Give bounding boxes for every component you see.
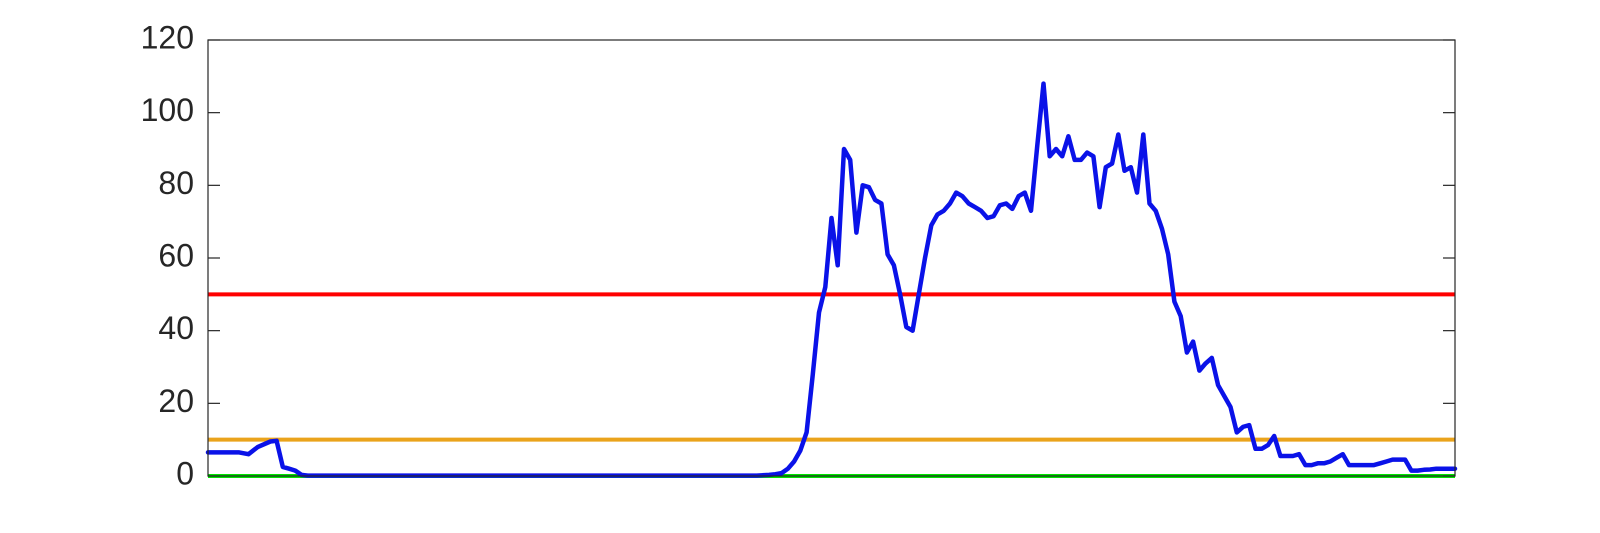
y-tick-label: 0 — [176, 455, 194, 491]
y-axis-tick-labels: 0 20 40 60 80 100 120 — [141, 19, 194, 491]
series-line-1 — [205, 81, 1458, 478]
series-layer — [205, 81, 1458, 478]
y-tick-label: 120 — [141, 19, 194, 55]
y-axis-ticks — [208, 39, 1455, 477]
y-tick-label: 60 — [158, 237, 194, 273]
plot-area — [208, 40, 1455, 476]
y-tick-label: 40 — [158, 310, 194, 346]
y-tick-label: 20 — [158, 383, 194, 419]
y-tick-label: 100 — [141, 92, 194, 128]
y-tick-label: 80 — [158, 165, 194, 201]
